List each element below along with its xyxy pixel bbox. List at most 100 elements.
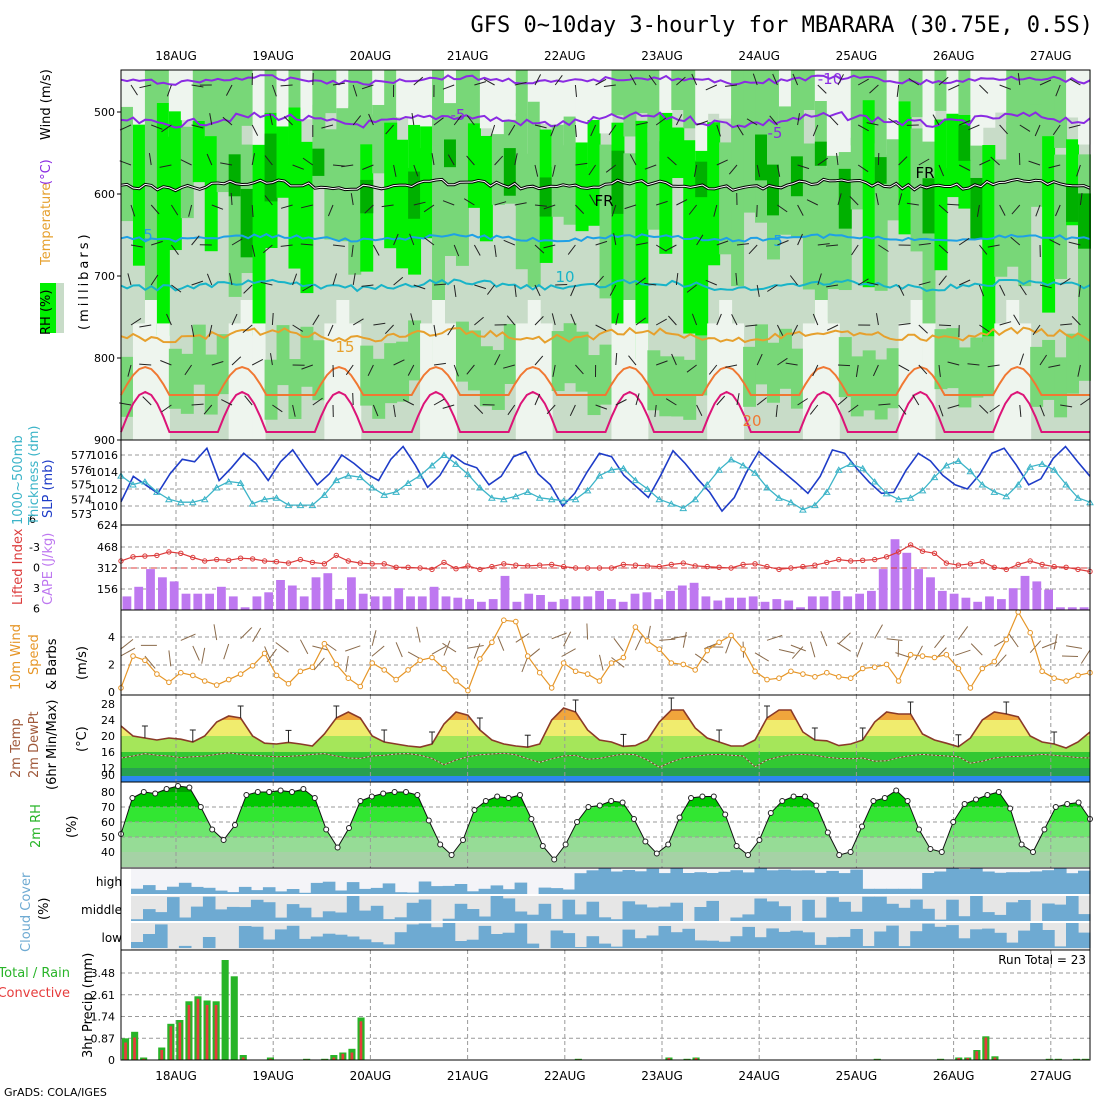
rh-cell	[1078, 193, 1091, 249]
rh-marker	[984, 792, 991, 798]
wind-barb	[595, 78, 607, 86]
cloud-cell	[982, 912, 995, 921]
credit: GrADS: COLA/IGES	[4, 1086, 107, 1099]
precip-conv-bar	[160, 1050, 164, 1060]
thickness-marker	[164, 495, 173, 503]
wind-barb-10m	[312, 645, 329, 651]
thickness-marker	[332, 476, 341, 484]
wind-barb	[332, 164, 345, 167]
thickness-unit-label: Thickness (dm)	[27, 426, 42, 526]
cape-bar	[713, 600, 723, 610]
li-marker	[501, 561, 507, 567]
wind-barb	[656, 360, 668, 366]
wind-barb	[208, 324, 213, 337]
cloud-cell	[310, 917, 324, 921]
cloud-cell	[190, 906, 204, 921]
wind-barb	[595, 240, 608, 246]
wind-barb	[546, 404, 556, 415]
wind-barb	[665, 244, 677, 252]
precip-conv-bar	[169, 1026, 173, 1061]
contour-label: 15	[335, 338, 354, 356]
wind-barb	[1048, 164, 1061, 169]
wind-barb	[514, 81, 527, 86]
wind-barb	[161, 404, 172, 413]
precip-conv-bar	[359, 1021, 363, 1061]
wind-barb-10m	[395, 642, 403, 658]
wind-barb	[736, 393, 740, 406]
cloud-cell	[898, 907, 911, 921]
rh-marker	[528, 816, 535, 822]
thickness-marker	[344, 472, 353, 479]
rh-cell	[994, 70, 1008, 113]
wind-barb	[251, 358, 264, 366]
cloud-cell	[790, 870, 803, 894]
rh-cell	[958, 125, 972, 161]
wind-speed-marker	[501, 617, 507, 624]
rh-marker	[437, 841, 444, 848]
wind-barb	[1049, 239, 1061, 246]
lifted-index-label: Lifted Index	[11, 528, 26, 605]
wind-speed-marker	[871, 664, 878, 671]
wind-barb-10m	[497, 635, 505, 651]
rh-legend-swatch-light	[56, 283, 64, 333]
wind-barb	[888, 118, 899, 126]
rh-cell	[659, 356, 673, 417]
wind-barb	[292, 164, 304, 170]
rh-marker	[1007, 805, 1014, 812]
cape-bar	[547, 601, 557, 610]
cloud-cell	[874, 888, 887, 894]
wind-barb	[159, 164, 172, 168]
wind-barb	[345, 364, 354, 376]
rh-cell	[156, 103, 170, 336]
wind-barb-10m	[563, 631, 572, 647]
rh-cell	[898, 101, 912, 235]
li-marker	[608, 565, 615, 571]
wind-speed-marker	[776, 675, 782, 682]
wind-barb	[321, 124, 334, 129]
date-label: 18AUG	[155, 49, 197, 63]
wind-barb	[608, 124, 617, 136]
wind-speed-marker	[309, 664, 316, 671]
date-label: 23AUG	[641, 1069, 683, 1083]
precip-total-bar	[266, 1057, 274, 1060]
wind-barb	[534, 355, 544, 366]
contour-label: FR	[915, 164, 934, 182]
rh-cell	[838, 168, 852, 229]
rh-marker	[676, 814, 683, 821]
wind-barb-10m	[836, 642, 851, 652]
cape-tick: 312	[97, 562, 118, 575]
rh-cell	[1018, 116, 1032, 287]
cloud-cell	[1054, 868, 1067, 894]
wind-barb-10m	[443, 640, 451, 656]
rh-cell	[790, 156, 804, 197]
rh-marker	[938, 849, 945, 855]
wind-barb	[756, 353, 763, 366]
rh-cell	[216, 105, 230, 193]
wind-barb	[514, 202, 527, 206]
cloud-cell	[574, 873, 588, 894]
thickness-marker	[236, 479, 245, 487]
cloud-cell	[178, 882, 192, 894]
thickness-marker	[775, 494, 783, 501]
wind-barb-10m	[934, 634, 945, 649]
wind-speed-marker	[249, 663, 256, 669]
rh-cell	[228, 126, 242, 297]
rh-band	[121, 852, 1090, 867]
wind-barb	[691, 73, 698, 86]
wind-barb	[959, 120, 971, 126]
cape-bar	[394, 588, 404, 610]
wind-barb	[191, 235, 200, 246]
cloud-cell	[742, 926, 755, 948]
cloud-cell	[274, 891, 288, 894]
rh-cell	[790, 348, 804, 409]
li-marker	[369, 561, 375, 567]
wind-barb-10m	[886, 638, 903, 641]
rh-cell	[671, 70, 685, 111]
wind-barb	[1076, 164, 1081, 177]
wind-barb	[716, 124, 721, 137]
lifted-index-line	[120, 544, 1091, 573]
li-marker	[297, 556, 304, 563]
precip-tick: 2.61	[91, 989, 116, 1002]
rh-cell	[180, 353, 194, 414]
